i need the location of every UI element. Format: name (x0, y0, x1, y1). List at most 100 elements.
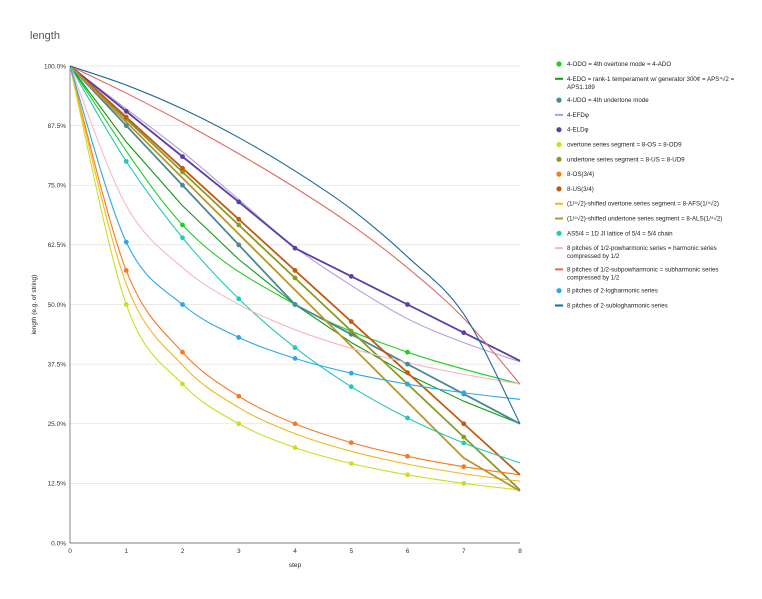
legend-label: 8 pitches of 1/2-subpowharmonic = subhar… (567, 266, 719, 281)
y-axis-label: length (e.g. of string) (31, 275, 38, 335)
legend-label: undertone series segment = 8-US = 8-UD9 (567, 156, 685, 163)
legend-item: undertone series segment = 8-US = 8-UD9 (556, 156, 685, 163)
data-point (348, 331, 354, 337)
legend-item: overtone series segment = 8-OS = 8-OD9 (556, 142, 682, 149)
legend-swatch (556, 127, 562, 133)
data-point (405, 302, 410, 307)
data-point (236, 421, 242, 427)
data-point (180, 154, 185, 160)
y-tick-label: 37.5% (48, 361, 67, 368)
legend-label: 8 pitches of 1/2-powharmonic series = ha… (567, 245, 717, 260)
series-line-13 (69, 65, 521, 385)
data-point (180, 222, 185, 228)
legend-label: 8 pitches of 2-sublogharmonic series (567, 303, 668, 310)
data-point (123, 108, 129, 114)
legend-item: 4-ODO = 4th overtone mode = 4-ADO (556, 61, 671, 68)
data-point (236, 216, 242, 222)
data-point (123, 159, 129, 164)
legend-item: 8 pitches of 2-sublogharmonic series (555, 303, 668, 310)
data-point (236, 335, 242, 340)
legend-item: 8 pitches of 1/2-subpowharmonic = subhar… (555, 266, 719, 281)
data-point (236, 393, 242, 399)
legend-swatch (556, 288, 562, 294)
y-tick-label: 100.0% (44, 63, 66, 70)
legend-item: 4-EDO = rank-1 temperament w/ generator … (555, 76, 735, 91)
data-point (180, 381, 185, 387)
series-line-3 (69, 65, 521, 363)
data-point (180, 235, 185, 241)
legend-label: AS5/4 = 1D JI lattice of 5/4 = 5/4 chain (567, 230, 673, 237)
chart-title: length (30, 30, 60, 42)
legend-item: 4-UDO = 4th undertone mode (556, 97, 649, 104)
x-tick-label: 6 (406, 548, 410, 555)
legend-item: 4-EFDφ (555, 112, 589, 119)
series-line-10 (69, 65, 521, 492)
data-point (461, 421, 467, 427)
x-tick-label: 8 (518, 548, 522, 555)
data-point (405, 349, 410, 355)
data-point (461, 464, 467, 470)
legend-label: overtone series segment = 8-OS = 8-OD9 (567, 142, 682, 149)
legend-swatch (556, 230, 562, 236)
y-tick-label: 62.5% (48, 242, 67, 249)
legend-swatch (556, 97, 562, 103)
y-tick-label: 25.0% (48, 421, 67, 428)
data-point (292, 345, 298, 351)
data-point (236, 199, 242, 205)
data-point (292, 445, 298, 450)
series-line-4 (69, 65, 521, 362)
data-point (292, 245, 298, 251)
series-line-15 (69, 65, 521, 425)
data-point (180, 302, 185, 307)
legend-item: 8-OS(3/4) (556, 171, 594, 178)
x-tick-label: 7 (462, 548, 466, 555)
data-point (292, 356, 298, 361)
x-tick-label: 3 (237, 548, 241, 555)
data-point (180, 165, 185, 171)
x-tick-label: 1 (124, 548, 128, 555)
x-tick-label: 0 (68, 548, 72, 555)
x-tick-label: 5 (349, 548, 353, 555)
legend-label: 8 pitches of 2-logharmonic series (567, 288, 658, 295)
data-point (292, 268, 298, 273)
y-tick-label: 50.0% (48, 302, 67, 309)
series-line-0 (69, 65, 521, 385)
data-point (236, 242, 242, 248)
series-markers (123, 108, 467, 486)
legend-label: (1/⁴√2)-shifted overtone series segment … (567, 201, 719, 208)
legend-item: (1/⁴√2)-shifted overtone series segment … (555, 201, 719, 208)
series-line-9 (69, 65, 521, 482)
legend-label: (1/⁴√2)-shifted undertone series segment… (567, 216, 722, 223)
legend-item: 8 pitches of 2-logharmonic series (556, 288, 658, 295)
data-point (405, 453, 410, 459)
data-point (405, 381, 410, 387)
data-point (405, 370, 410, 376)
legend-item: 8 pitches of 1/2-powharmonic series = ha… (555, 245, 717, 260)
data-point (405, 472, 410, 478)
data-point (461, 390, 467, 396)
legend-label: 4-UDO = 4th undertone mode (567, 97, 649, 104)
data-point (292, 302, 298, 307)
x-tick-label: 2 (181, 548, 185, 555)
y-tick-label: 12.5% (48, 481, 67, 488)
data-point (123, 123, 129, 129)
legend-swatch (556, 171, 562, 177)
data-point (292, 421, 298, 427)
legend-label: 8-OS(3/4) (567, 171, 594, 178)
data-point (348, 273, 354, 279)
legend-label: 4-EFDφ (567, 112, 589, 119)
legend: 4-ODO = 4th overtone mode = 4-ADO 4-EDO =… (555, 61, 735, 310)
x-tick-label: 4 (293, 548, 297, 555)
legend-swatch (556, 141, 562, 148)
y-tick-label: 75.0% (48, 183, 67, 190)
series-line-12 (69, 65, 521, 385)
legend-swatch (556, 186, 562, 192)
legend-item: 4-ELDφ (556, 127, 589, 134)
legend-label: 4-ELDφ (567, 127, 589, 134)
series-line-5 (69, 65, 521, 491)
legend-label: 4-EDO = rank-1 temperament w/ generator … (567, 76, 735, 91)
data-point (405, 361, 410, 367)
data-point (236, 222, 242, 228)
data-point (461, 434, 467, 440)
